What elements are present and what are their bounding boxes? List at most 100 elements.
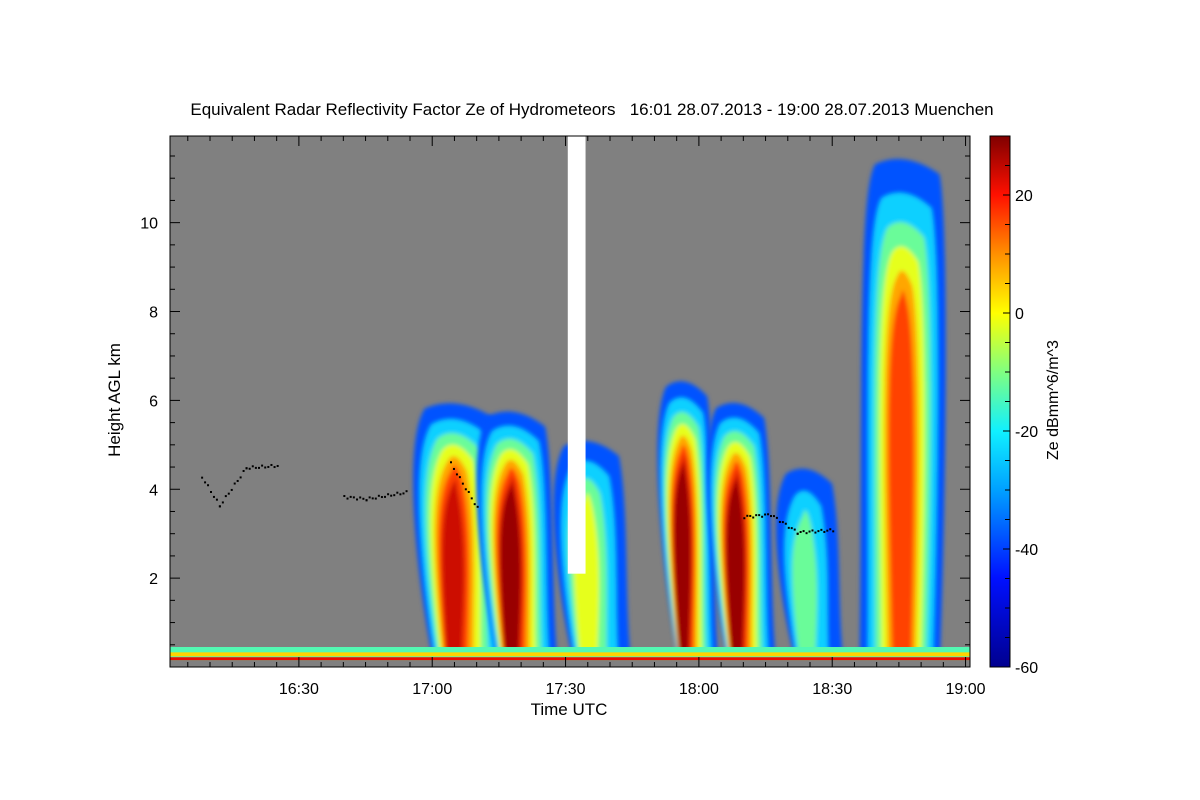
cloud-base-point (230, 488, 233, 491)
cloud-base-point (752, 516, 755, 519)
cloud-base-point (761, 515, 764, 518)
cloud-base-point (343, 495, 346, 498)
cloud-base-point (267, 465, 270, 468)
cloud-base-point (452, 467, 455, 470)
colorbar-ticks: 20 0 -20 -40 -60 (1003, 165, 1038, 677)
cloud-base-point (458, 476, 461, 479)
cloud-base-point (210, 491, 212, 494)
cloud-base-point (349, 495, 352, 498)
cloud-base-point (802, 530, 805, 533)
cloud-base-point (346, 497, 349, 500)
y-tick-label: 8 (149, 305, 158, 322)
gap-rect (567, 136, 586, 574)
cloud-base-point (405, 490, 408, 493)
cloud-base-point (829, 528, 832, 531)
cloud-base-point (749, 514, 752, 517)
cloud-base-point (251, 465, 254, 468)
x-tick-label: 19:00 (946, 681, 986, 698)
cloud-base-point (476, 505, 479, 508)
cloud-base-point (221, 501, 224, 504)
cloud-base-point (215, 498, 218, 501)
cloud-base-point (393, 494, 396, 497)
echo-level (442, 474, 465, 656)
cloud-base-point (273, 466, 276, 469)
cloud-base-point (758, 514, 761, 517)
x-tick-label: 18:00 (679, 681, 719, 698)
colorbar-tick-label: -60 (1015, 660, 1038, 677)
cloud-base-point (261, 464, 264, 467)
y-tick-label: 10 (140, 216, 158, 233)
echo-cell (706, 402, 776, 656)
cloud-base-point (755, 514, 758, 517)
x-axis-label: Time UTC (531, 700, 608, 719)
cloud-base-points (201, 461, 835, 535)
colorbar-tick-label: -20 (1015, 424, 1038, 441)
cloud-base-point (233, 482, 236, 485)
cloud-base-point (212, 495, 215, 498)
cloud-base-point (356, 498, 359, 501)
cloud-base-point (399, 493, 402, 496)
plot-frame (169, 135, 971, 668)
colorbar-tick-label: 0 (1015, 306, 1024, 323)
cloud-base-point (390, 494, 393, 497)
cloud-base-point (764, 513, 767, 516)
cloud-base-point (832, 530, 835, 533)
cloud-base-point (276, 464, 279, 467)
cloud-base-point (218, 505, 221, 508)
cloud-base-point (790, 527, 793, 530)
y-axis-label: Height AGL km (105, 343, 124, 457)
x-tick-label: 17:30 (546, 681, 586, 698)
y-tick-label: 2 (149, 571, 158, 588)
cloud-base-point (787, 526, 790, 529)
cloud-base-point (743, 517, 746, 520)
ground-clutter-band (170, 647, 970, 661)
cloud-base-point (245, 467, 248, 470)
cloud-base-point (799, 531, 802, 534)
y-tick-label: 4 (149, 482, 158, 499)
cloud-base-point (775, 516, 778, 519)
cloud-base-point (365, 499, 368, 502)
y-minor-ticks (170, 155, 970, 646)
cloud-base-point (467, 490, 470, 493)
echo-cell (476, 411, 558, 656)
chart-title: Equivalent Radar Reflectivity Factor Ze … (190, 100, 993, 119)
cloud-base-point (805, 532, 808, 535)
cloud-base-point (359, 496, 362, 499)
cloud-base-point (450, 461, 452, 464)
cloud-base-point (464, 488, 467, 491)
cloud-base-point (204, 481, 207, 484)
cloud-base-point (823, 530, 826, 533)
y-axis-ticks: 2 4 6 8 10 (140, 216, 970, 588)
cloud-base-point (384, 495, 387, 498)
echo-level (500, 480, 521, 656)
cloud-base-point (461, 482, 464, 485)
echo-cell (859, 158, 946, 656)
cloud-base-point (793, 528, 796, 531)
cloud-base-point (746, 514, 749, 517)
cloud-base-point (201, 476, 204, 479)
echo-level (726, 474, 745, 656)
cloud-base-point (248, 467, 251, 470)
y-tick-label: 6 (149, 393, 158, 410)
echo-cell (657, 381, 719, 656)
cloud-base-point (352, 496, 355, 499)
cloud-base-point (781, 521, 784, 524)
cloud-base-point (374, 497, 377, 500)
cloud-base-point (811, 529, 814, 532)
cloud-base-point (772, 515, 775, 518)
no-data-gap (567, 136, 586, 574)
echo-cell (775, 468, 843, 656)
cloud-base-point (207, 484, 210, 487)
colorbar-label: Ze dBmm^6/m^3 (1045, 340, 1062, 460)
cloud-base-point (817, 530, 820, 533)
echo-level (674, 459, 691, 656)
cloud-base-point (784, 522, 787, 525)
x-minor-ticks (187, 136, 944, 667)
cloud-base-point (402, 492, 405, 495)
colorbar-tick-label: -40 (1015, 542, 1038, 559)
cloud-base-point (242, 469, 245, 472)
cloud-base-point (796, 532, 799, 535)
cloud-base-point (264, 466, 267, 469)
cloud-base-point (368, 496, 371, 499)
